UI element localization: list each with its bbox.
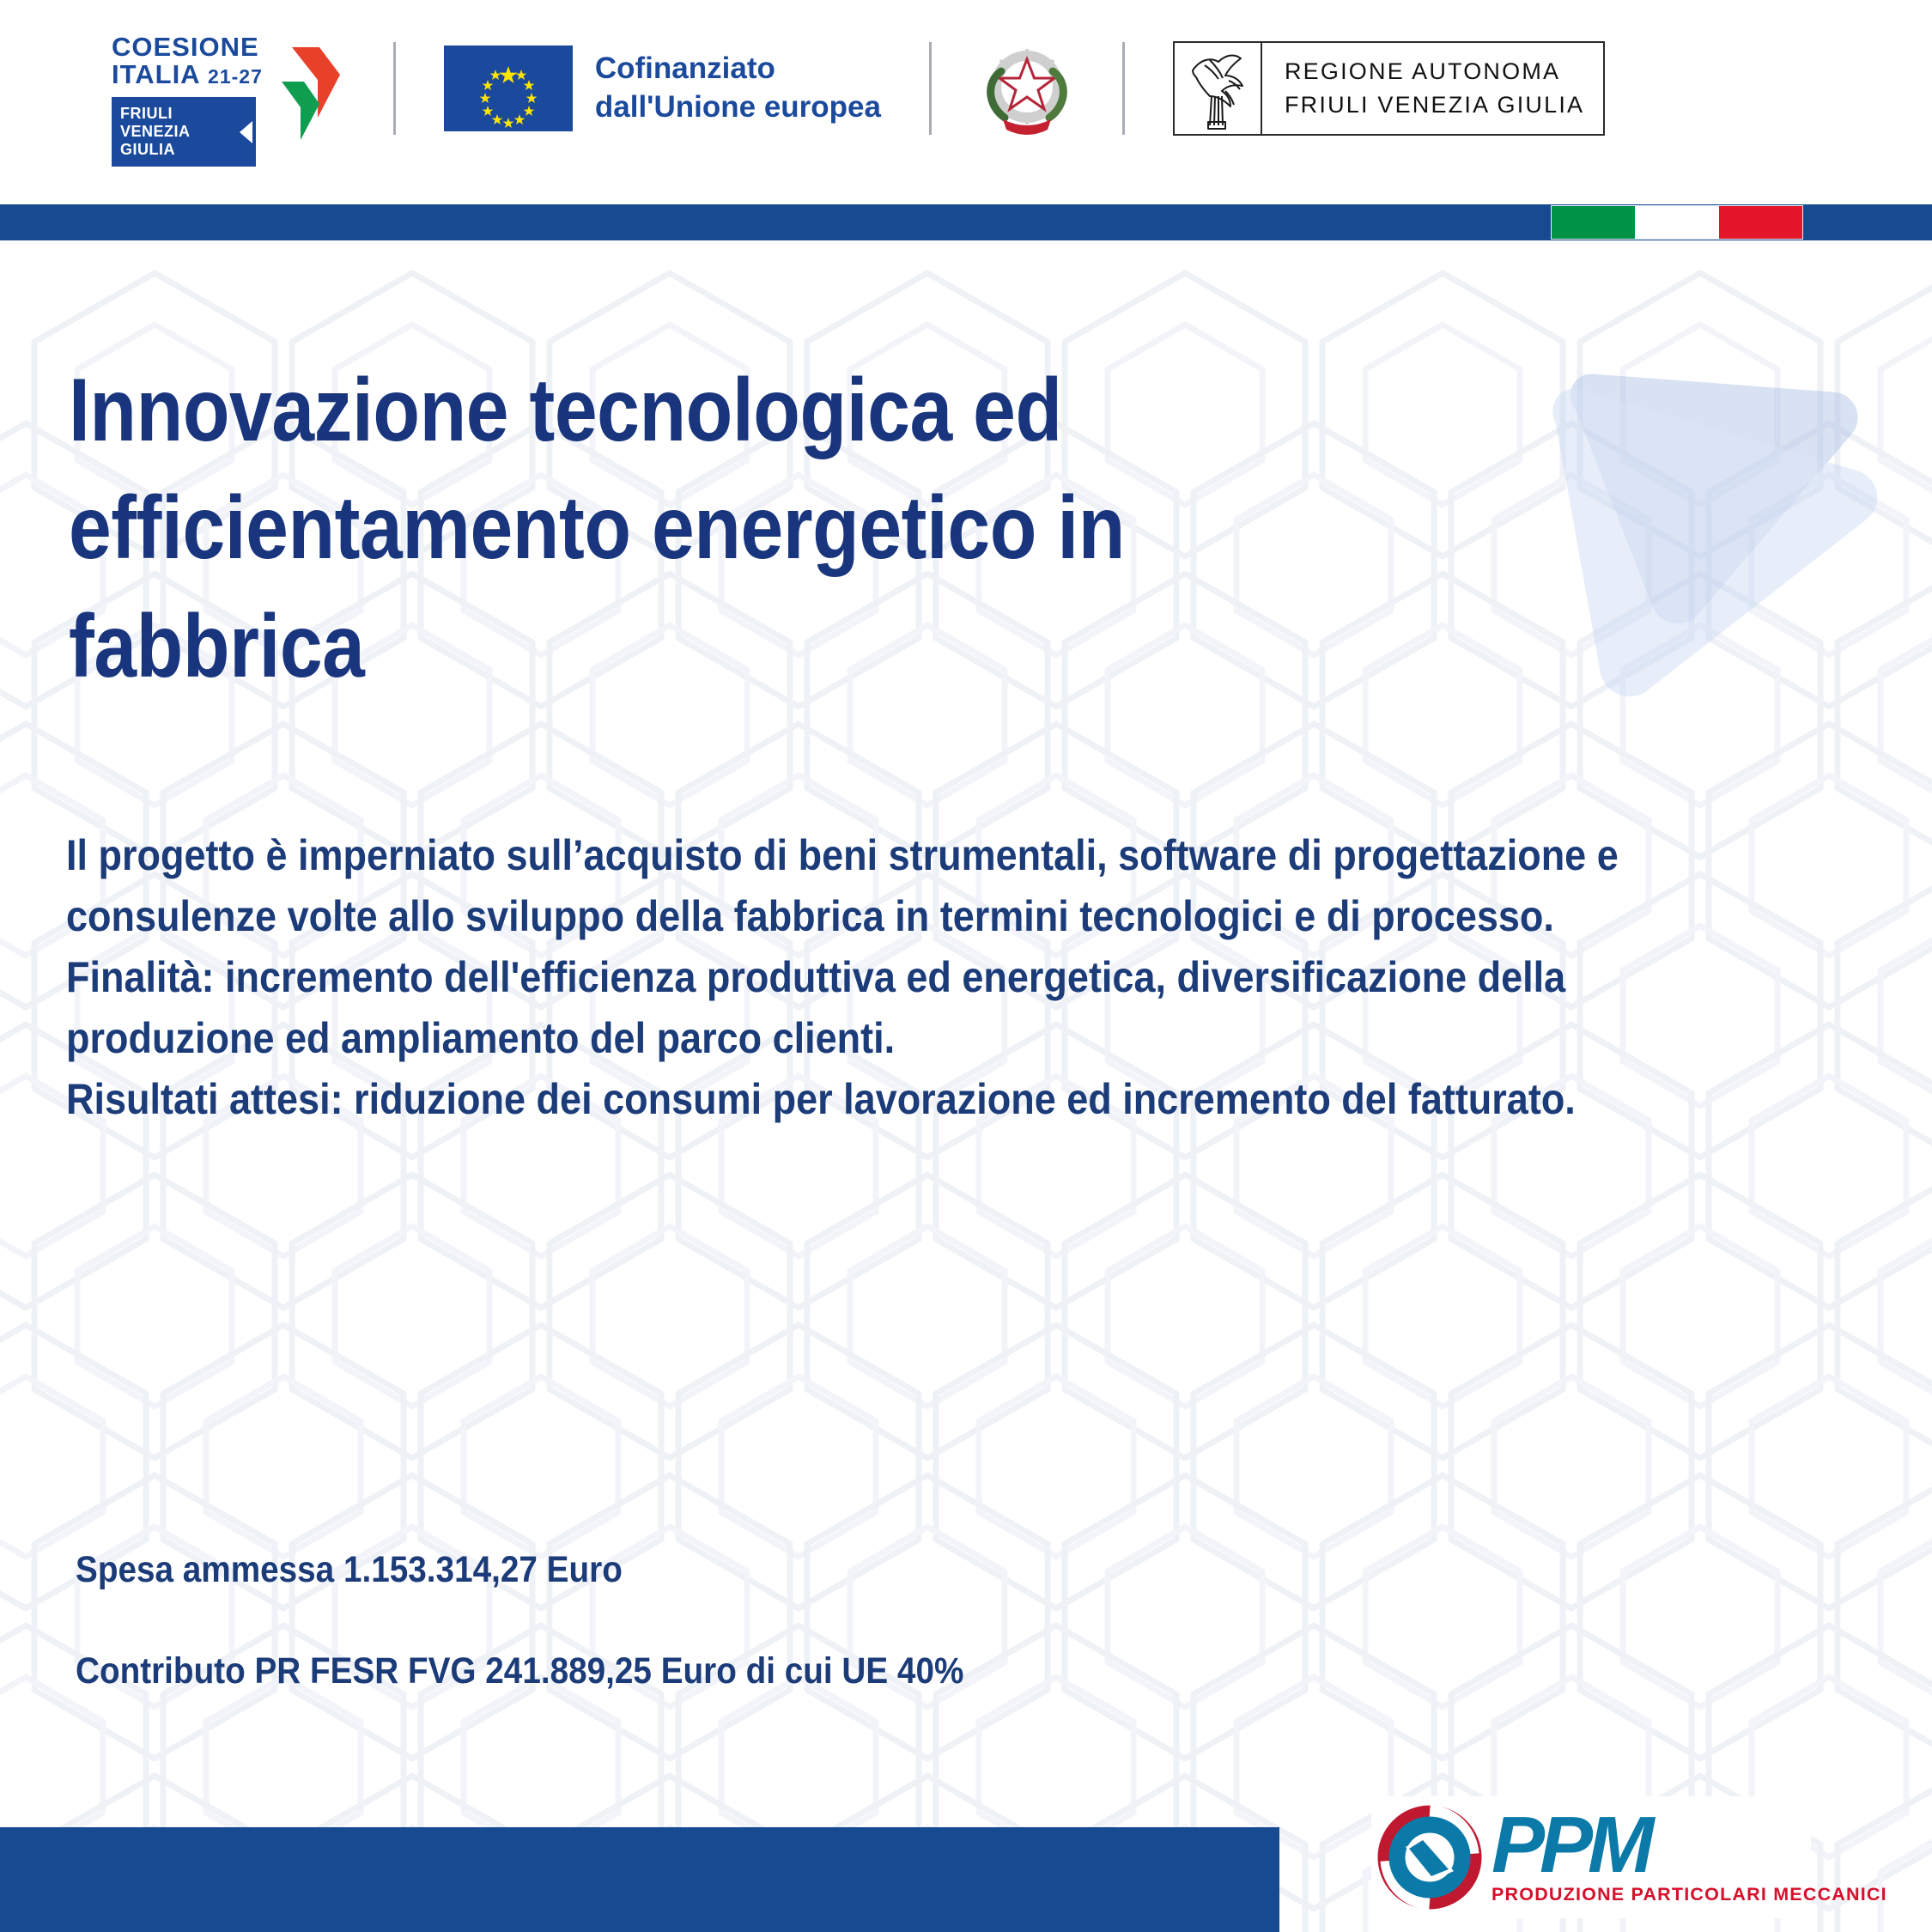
description-paragraph-1: Il progetto è imperniato sull’acquisto d… — [66, 831, 1619, 940]
funding-block: Spesa ammessa 1.153.314,27 Euro Contribu… — [76, 1548, 963, 1693]
description-paragraph-2: Finalità: incremento dell'efficienza pro… — [66, 953, 1566, 1062]
institutional-header: COESIONE ITALIA 21-27 FRIULI VENEZIA GIU… — [0, 0, 1932, 204]
regione-fvg-logo: REGIONE AUTONOMA FRIULI VENEZIA GIULIA — [1172, 41, 1606, 136]
eu-flag-icon — [443, 46, 573, 131]
logo-row: COESIONE ITALIA 21-27 FRIULI VENEZIA GIU… — [112, 32, 1606, 167]
logo-divider-3 — [1121, 42, 1125, 135]
regione-line2: FRIULI VENEZIA GIULIA — [1284, 92, 1585, 118]
coesione-region-band: FRIULI VENEZIA GIULIA — [112, 97, 256, 167]
description-paragraph-3: Risultati attesi: riduzione dei consumi … — [66, 1075, 1576, 1123]
eu-text-line1: Cofinanziato — [594, 52, 775, 86]
funding-contribution: Contributo PR FESR FVG 241.889,25 Euro d… — [76, 1649, 964, 1692]
logo-divider-2 — [928, 42, 932, 135]
bottom-blue-bar — [0, 1827, 1279, 1932]
regione-eagle-icon — [1175, 43, 1262, 134]
eu-text-line2: dall'Unione europea — [594, 90, 881, 124]
ppm-q-mark-icon — [1377, 1804, 1482, 1911]
eu-cofinancing-logo: Cofinanziato dall'Unione europea — [443, 46, 881, 131]
coesione-arrow-mark — [281, 47, 340, 140]
flag-stripe-green — [1552, 206, 1636, 239]
coesione-italia-logo: COESIONE ITALIA 21-27 FRIULI VENEZIA GIU… — [112, 32, 345, 167]
regione-line1: REGIONE AUTONOMA — [1284, 58, 1561, 84]
coesione-line1: COESIONE — [112, 32, 259, 62]
ppm-wordmark: PPM — [1492, 1799, 1655, 1889]
flag-stripe-white — [1635, 206, 1719, 239]
italian-republic-emblem-icon — [987, 49, 1067, 135]
description-block: Il progetto è imperniato sull’acquisto d… — [66, 825, 1658, 1130]
flag-stripe-red — [1718, 206, 1802, 239]
play-button-decoration-icon — [1552, 374, 1878, 697]
coesione-years: 21-27 — [208, 65, 263, 88]
funding-total-expense: Spesa ammessa 1.153.314,27 Euro — [76, 1549, 623, 1590]
page-title: Innovazione tecnologica ed efficientamen… — [69, 361, 1126, 696]
italian-flag-icon — [1551, 205, 1803, 240]
ppm-tagline: PRODUZIONE PARTICOLARI MECCANICI — [1492, 1884, 1887, 1905]
logo-divider-1 — [392, 42, 396, 135]
ppm-company-logo: PPM PRODUZIONE PARTICOLARI MECCANICI — [1371, 1796, 1886, 1918]
coesione-line2: ITALIA — [112, 59, 200, 90]
